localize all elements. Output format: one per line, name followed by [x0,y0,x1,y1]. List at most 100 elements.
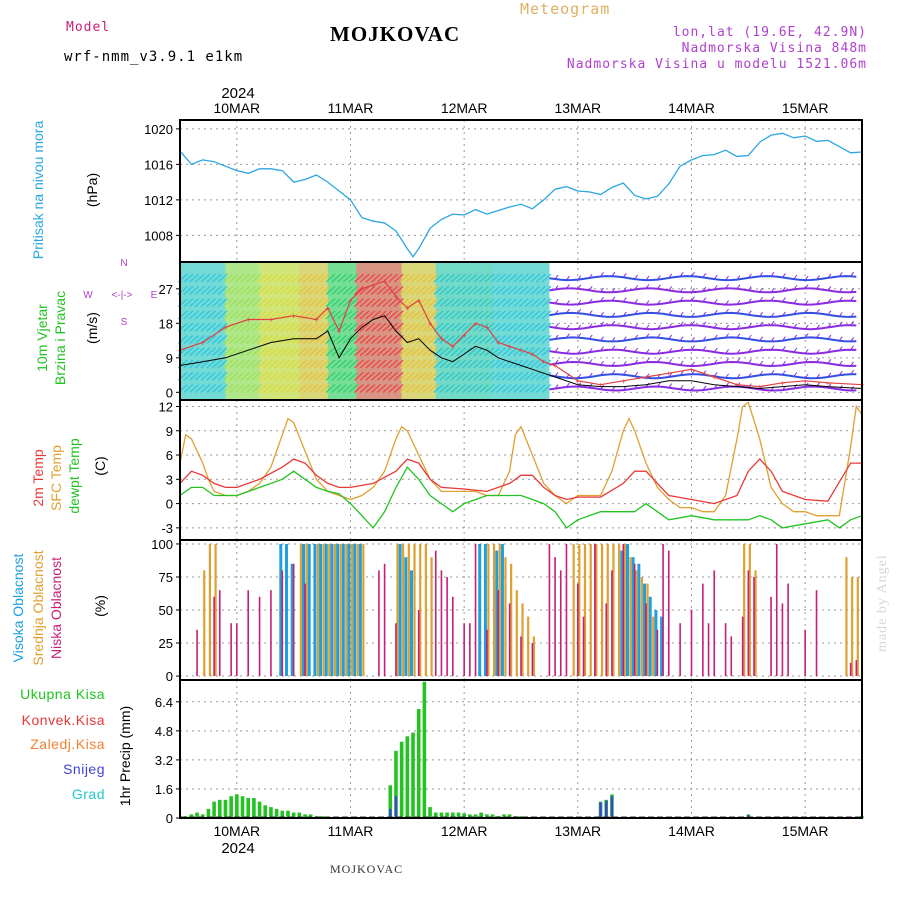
wind-barb [280,371,291,381]
wind-barb [736,308,741,314]
wind-barb [297,371,308,381]
y-tick-label: 100 [151,537,173,552]
wind-barb [444,322,455,332]
cloud-bar-low [213,596,215,677]
wind-barb [291,322,302,332]
wind-barb [376,273,387,283]
cloud-bar-low [383,563,386,677]
wind-barb [382,322,393,332]
wind-barb [268,347,279,357]
wind-barb [194,383,205,394]
precip-bar-total [394,750,398,818]
wind-barb [600,371,604,376]
wind-barb [183,273,194,283]
wind-barb [490,298,501,308]
wind-barb [353,273,364,283]
wind-barb [479,383,489,394]
wind-barb [371,383,381,394]
wind-barb [450,273,461,283]
wind-barb [513,310,524,320]
wind-barb [399,371,410,381]
wind-barb [513,273,524,283]
wind-barb [657,382,661,387]
wind-barb [348,298,359,308]
cloud-bar-low [667,550,670,677]
wind-barb [416,347,427,357]
wind-barb [518,383,529,394]
wind-barb [393,383,404,394]
wind-barb [554,359,559,365]
wind-barb [691,271,695,277]
wind-barb [365,273,376,283]
cloud-bar-low [270,590,272,677]
wind-barb [240,383,251,394]
wind-barb [217,347,228,357]
wind-barb [496,347,507,357]
wind-barb [388,298,399,308]
cloud-bar-low [724,623,727,677]
wind-barb [263,322,273,332]
wind-barb [747,273,752,279]
wind-barb [530,371,541,381]
wind-barb [473,347,484,357]
wind-barb [850,271,855,277]
wind-barb [263,298,273,308]
wind-barb [371,334,381,344]
wind-barb [228,310,239,320]
wind-barb [348,334,359,344]
wind-barb [342,359,353,369]
wind-gust-marker: + [394,293,399,302]
cloud-bar-low [548,543,551,677]
wind-barb [473,371,484,381]
wind-gust-marker: + [337,327,342,336]
wind-barb [308,273,319,283]
precip-bar-snow [394,796,398,818]
wind-barb [291,334,302,344]
wind-barb [353,383,364,394]
wind-barb [501,273,512,283]
wind-barb [657,333,661,338]
wind-barb [382,298,393,308]
wind-barb [325,298,336,308]
elevation-model-text: Nadmorska Visina u modelu 1521.06m [566,57,867,72]
wind-barb [382,310,393,320]
wind-barb [331,322,342,332]
precip-bar-total [485,814,489,818]
wind-barb [622,370,627,376]
wind-barb [439,310,450,320]
wind-barb [456,371,467,381]
wind-barb [342,334,353,344]
wind-barb [588,286,593,291]
compass-north: N [120,258,127,269]
wind-barb [507,310,518,320]
wind-barb [359,359,370,369]
wind-barb [206,285,217,295]
wind-barb [450,298,461,308]
cloud-bar-low [662,543,664,677]
wind-barb [645,300,650,305]
wind-barb [331,285,342,295]
cloud-bar-low [508,603,511,677]
wind-barb [274,285,285,295]
precip-bar-total [291,812,296,818]
wind-barb [422,273,433,283]
wind-barb-row [549,336,857,343]
wind-barb [702,286,707,292]
wind-barb [228,334,239,344]
wind-barb [388,310,399,320]
wind-barb [263,359,273,369]
wind-barb [285,285,296,295]
wind-barb [804,284,809,289]
wind-barb [770,288,775,293]
wind-barb [725,349,729,354]
wind-barb [439,273,450,283]
y-tick-label: 9 [166,351,173,366]
wind-barb [535,347,546,357]
wind-barb [280,273,291,283]
y-tick-label: 1016 [144,157,173,172]
wind-barb [622,346,627,351]
wind-barb [399,383,410,394]
cloud-bar-high [307,543,311,677]
wind-barb [725,300,729,305]
cloud-bar-mid [527,616,530,677]
